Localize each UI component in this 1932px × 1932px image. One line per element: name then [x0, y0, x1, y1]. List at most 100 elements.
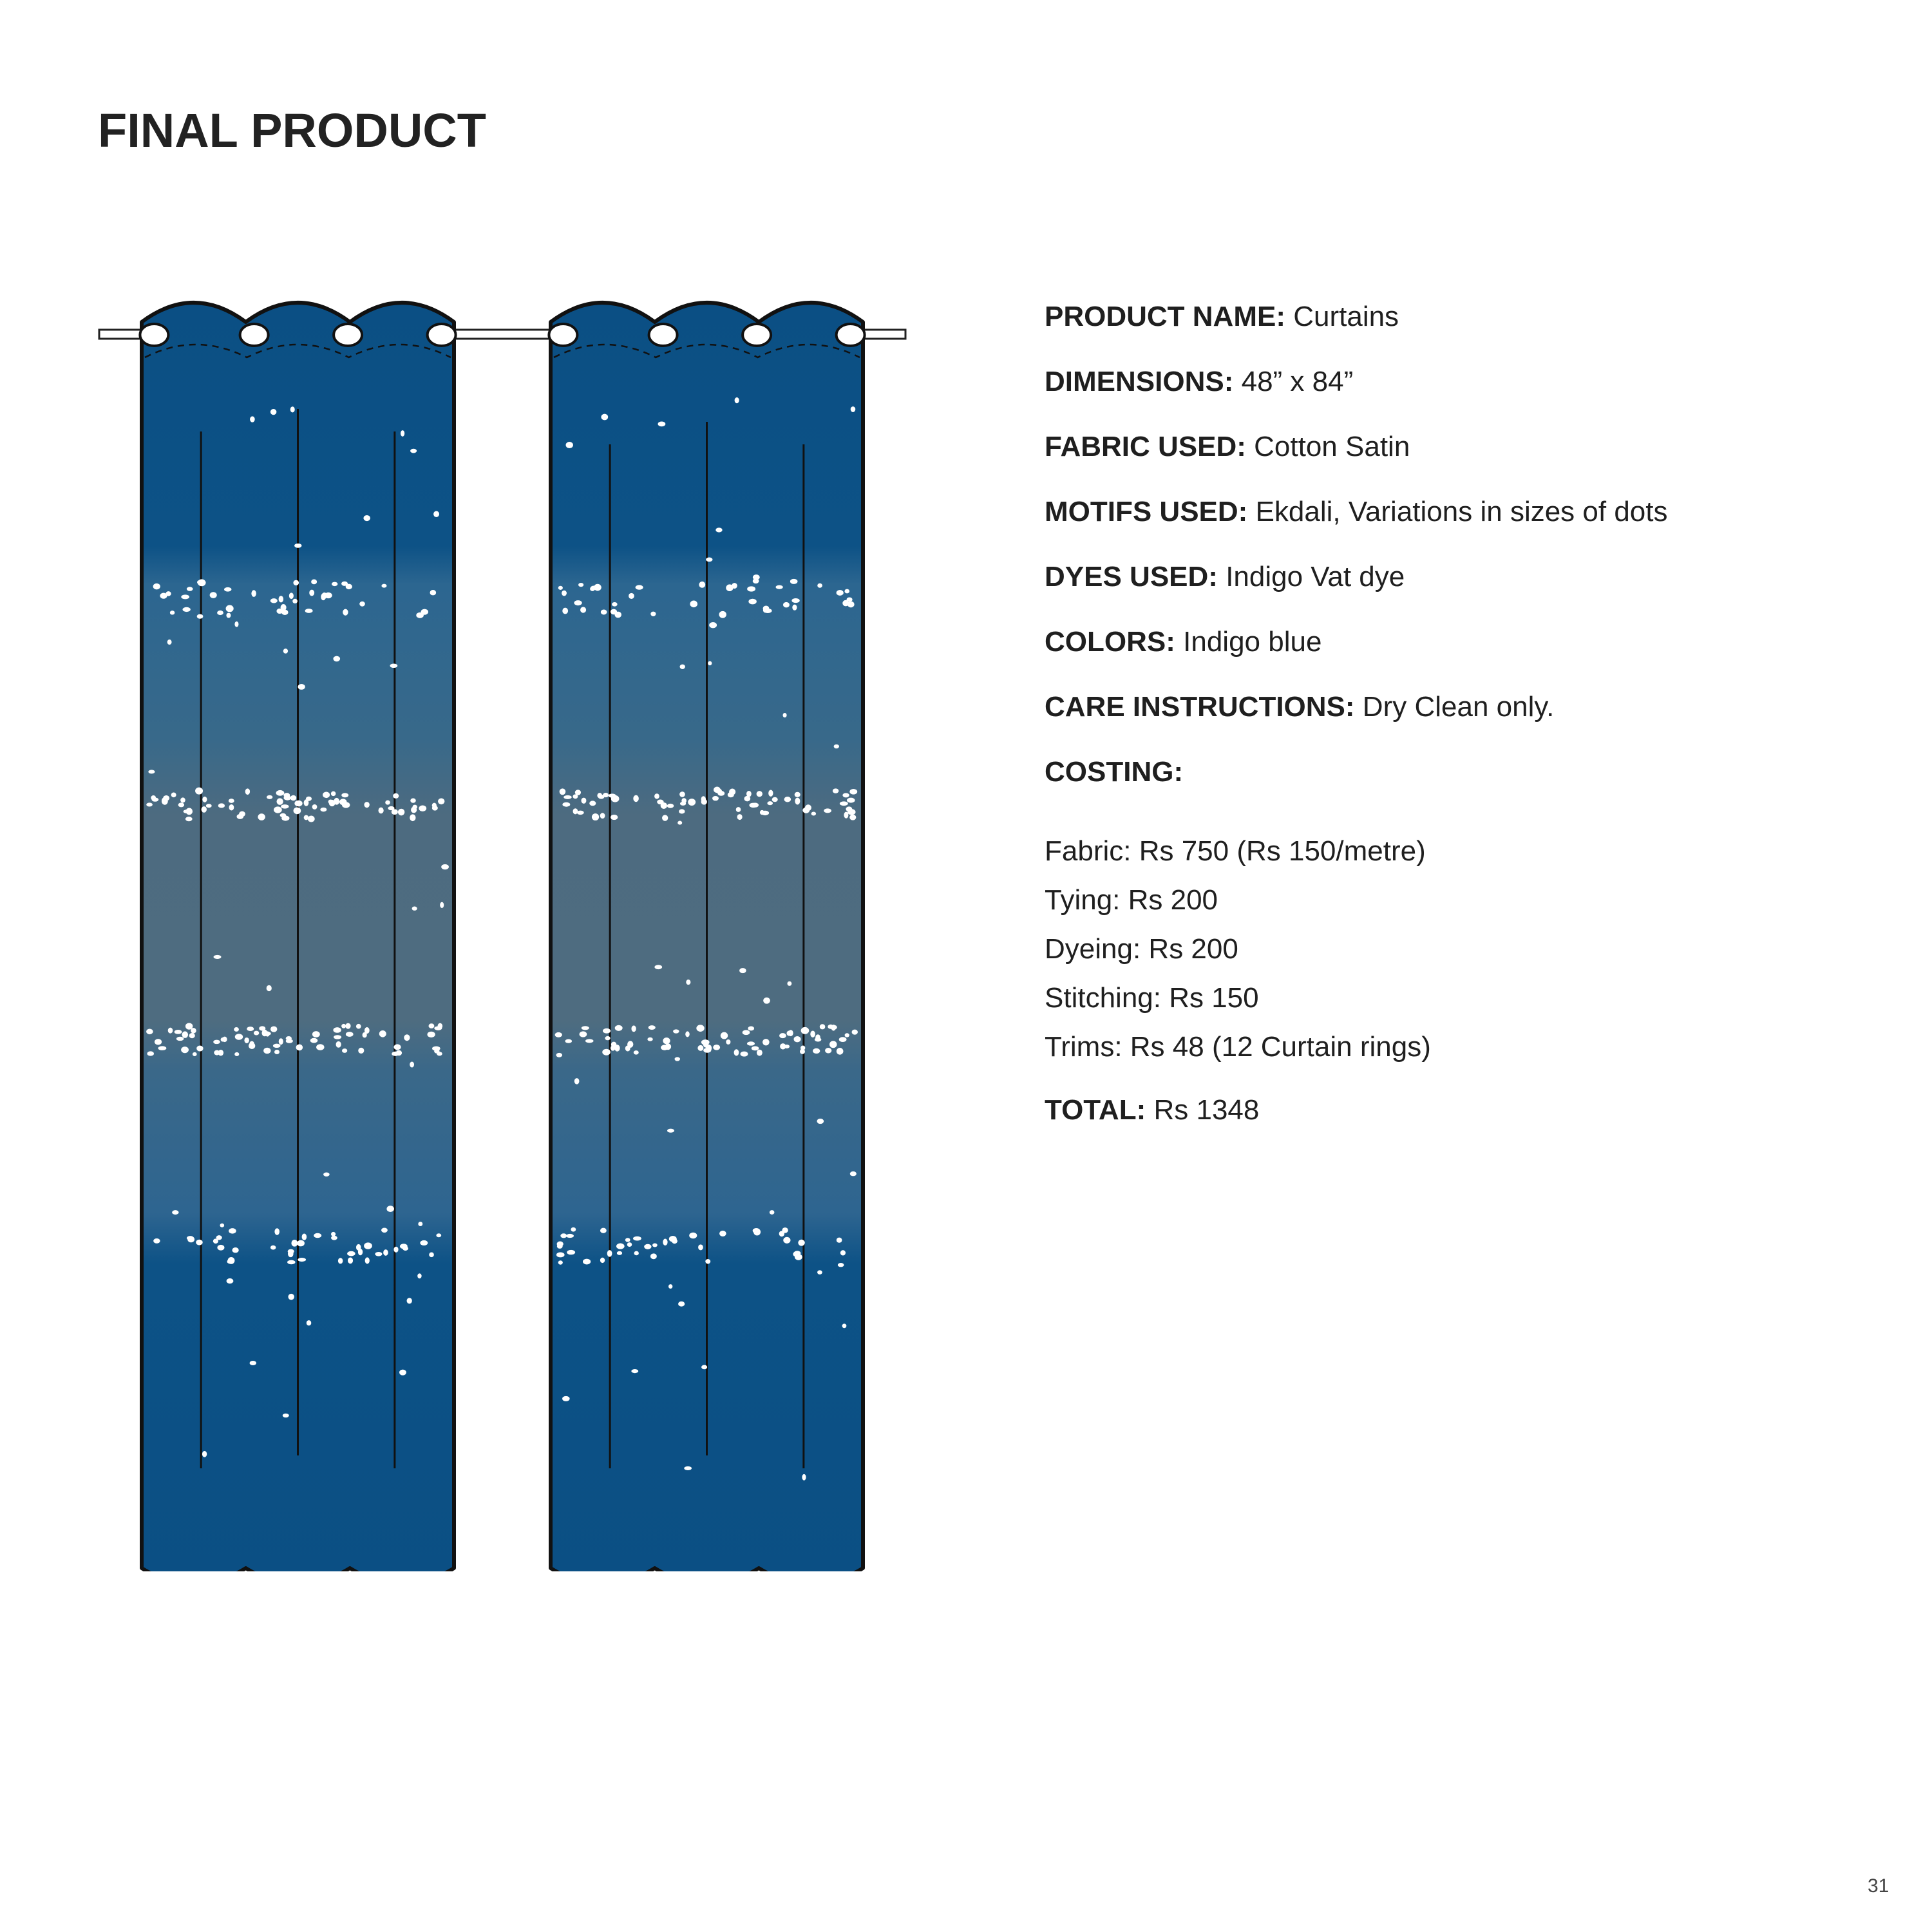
dot-motif — [635, 585, 643, 590]
spec-value: Ekdali, Variations in sizes of dots — [1255, 496, 1668, 527]
dot-motif — [849, 1171, 857, 1177]
dot-motif — [565, 1039, 573, 1043]
dot-motif — [712, 796, 719, 801]
dot-motif — [739, 968, 746, 974]
dot-motif — [673, 1029, 679, 1034]
dot-motif — [244, 1037, 249, 1043]
dot-motif — [748, 598, 757, 605]
dot-motif — [679, 801, 687, 806]
dot-motif — [719, 1230, 726, 1236]
dot-motif — [556, 1241, 564, 1247]
dot-motif — [209, 592, 217, 598]
dot-motif — [213, 1039, 220, 1045]
dot-motif — [151, 795, 156, 800]
spec-label: MOTIFS USED: — [1045, 496, 1248, 527]
dot-motif — [325, 592, 332, 599]
dot-motif — [817, 583, 822, 588]
dot-motif — [782, 601, 790, 608]
dot-motif — [746, 790, 752, 797]
dot-motif — [729, 788, 736, 795]
dot-motif — [719, 611, 726, 618]
dot-motif — [747, 586, 756, 592]
dot-motif — [668, 1284, 673, 1289]
dot-motif — [756, 1049, 762, 1056]
spec-label: FABRIC USED: — [1045, 431, 1246, 462]
dot-motif — [703, 1048, 712, 1053]
spec-dyes: DYES USED: Indigo Vat dye — [1045, 560, 1882, 625]
dot-motif — [844, 589, 850, 594]
dot-motif — [589, 800, 596, 806]
dot-motif — [345, 1032, 354, 1037]
dot-motif — [201, 806, 207, 813]
dot-motif — [259, 1026, 266, 1031]
dot-motif — [684, 1466, 692, 1471]
dot-motif — [291, 1239, 298, 1247]
dot-motif — [709, 621, 717, 629]
dot-motif — [225, 605, 234, 612]
dot-motif — [312, 804, 317, 810]
dot-motif — [185, 1023, 193, 1030]
spec-value: 48” x 84” — [1241, 366, 1354, 397]
dot-motif — [846, 806, 853, 812]
dot-motif — [734, 397, 739, 404]
dot-motif — [287, 1260, 296, 1265]
dot-motif — [689, 1232, 697, 1239]
dot-motif — [600, 609, 607, 615]
costing-item: Dyeing: Rs 200 — [1045, 933, 1238, 965]
dot-motif — [830, 1025, 837, 1030]
dot-motif — [276, 790, 285, 796]
dot-motif — [213, 1238, 218, 1244]
dot-motif — [420, 1240, 428, 1246]
dot-motif — [264, 1031, 271, 1036]
dot-motif — [178, 802, 185, 808]
dot-motif — [310, 1037, 318, 1043]
dot-motif — [343, 609, 348, 616]
dot-motif — [218, 803, 225, 808]
dot-motif — [612, 602, 618, 607]
dot-motif — [832, 788, 839, 793]
dot-motif — [172, 1210, 179, 1215]
dot-motif — [358, 1047, 365, 1054]
dot-motif — [239, 811, 245, 817]
dot-motif — [153, 1238, 160, 1244]
dot-motif — [401, 430, 405, 437]
dot-motif — [428, 1023, 435, 1028]
dot-motif — [813, 1048, 820, 1054]
dot-motif — [270, 1245, 276, 1250]
dot-motif — [292, 598, 298, 604]
dot-motif — [379, 1030, 386, 1037]
dot-motif — [811, 811, 817, 816]
dot-motif — [289, 592, 294, 600]
dot-motif — [399, 1369, 406, 1376]
dot-motif — [234, 1034, 243, 1040]
dot-motif — [303, 815, 309, 820]
dot-motif — [849, 789, 858, 795]
dot-motif — [167, 1027, 173, 1034]
dot-motif — [614, 1025, 623, 1031]
dot-motif — [847, 601, 855, 608]
spec-label: DYES USED: — [1045, 561, 1218, 592]
dot-motif — [737, 814, 743, 820]
dot-motif — [436, 1233, 442, 1238]
spec-value: Indigo Vat dye — [1226, 561, 1405, 592]
dot-motif — [562, 802, 571, 807]
costing-item: Tying: Rs 200 — [1045, 884, 1218, 916]
dot-motif — [846, 597, 853, 602]
dot-motif — [573, 808, 578, 815]
dot-motif — [814, 1037, 822, 1042]
dot-motif — [217, 610, 223, 616]
dot-motif — [701, 799, 707, 805]
dot-motif — [305, 609, 313, 613]
dot-motif — [567, 1249, 576, 1255]
spec-care: CARE INSTRUCTIONS: Dry Clean only. — [1045, 690, 1882, 755]
spec-value: Curtains — [1293, 301, 1399, 332]
dot-motif — [842, 600, 849, 607]
dot-motif — [163, 795, 170, 801]
dot-motif — [227, 1259, 234, 1264]
dot-motif — [154, 1039, 162, 1045]
dot-motif — [191, 1028, 196, 1034]
dot-motif — [652, 1243, 658, 1247]
dot-motif — [266, 795, 273, 799]
spec-value: Cotton Satin — [1254, 431, 1410, 462]
dot-motif — [677, 820, 683, 825]
